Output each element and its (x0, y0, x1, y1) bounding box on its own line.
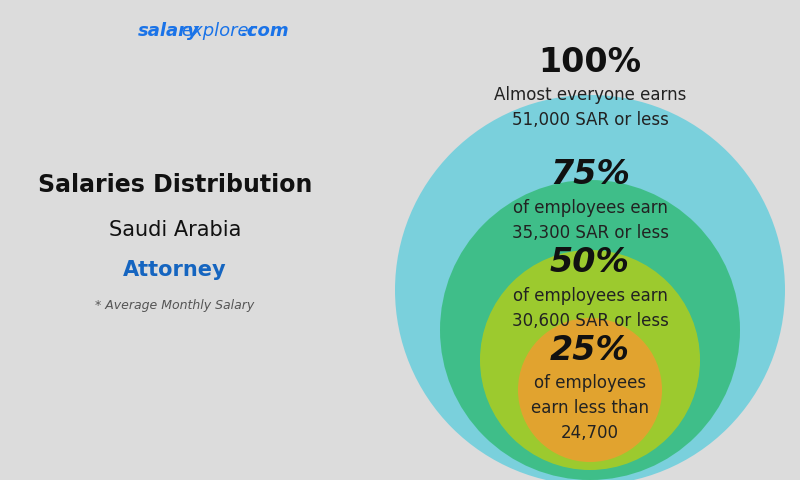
Circle shape (480, 250, 700, 470)
Text: 75%: 75% (550, 158, 630, 192)
Text: earn less than: earn less than (531, 399, 649, 417)
Circle shape (518, 318, 662, 462)
Text: 25%: 25% (550, 334, 630, 367)
Text: 51,000 SAR or less: 51,000 SAR or less (511, 111, 669, 129)
Text: 35,300 SAR or less: 35,300 SAR or less (511, 224, 669, 242)
Text: of employees earn: of employees earn (513, 199, 667, 217)
Text: * Average Monthly Salary: * Average Monthly Salary (95, 299, 254, 312)
Circle shape (440, 180, 740, 480)
Text: salary: salary (138, 22, 200, 40)
Text: 24,700: 24,700 (561, 424, 619, 442)
Text: Attorney: Attorney (123, 260, 227, 280)
Text: explorer: explorer (181, 22, 256, 40)
Text: 50%: 50% (550, 245, 630, 278)
Text: of employees: of employees (534, 374, 646, 392)
Text: 30,600 SAR or less: 30,600 SAR or less (511, 312, 669, 330)
Text: Salaries Distribution: Salaries Distribution (38, 173, 312, 197)
Text: Almost everyone earns: Almost everyone earns (494, 86, 686, 104)
Text: Saudi Arabia: Saudi Arabia (109, 220, 241, 240)
Text: 100%: 100% (538, 46, 642, 79)
Text: of employees earn: of employees earn (513, 287, 667, 305)
Circle shape (395, 95, 785, 480)
Text: .com: .com (240, 22, 289, 40)
